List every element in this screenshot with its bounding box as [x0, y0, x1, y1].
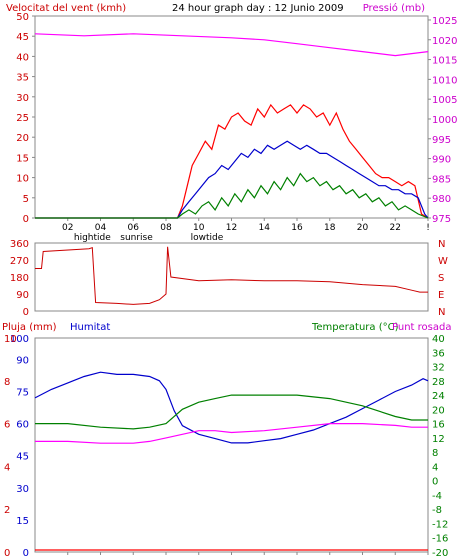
temp-tick-label: 40	[432, 334, 445, 345]
humidity-tick-label: 60	[16, 420, 29, 431]
temp-tick-label: 12	[432, 434, 445, 445]
temp-tick-label: 4	[432, 462, 438, 473]
temp-tick-label: 8	[432, 448, 438, 459]
dir-tick-label: 270	[10, 256, 29, 267]
rain-tick-label: 6	[4, 420, 10, 431]
temp-tick-label: -4	[432, 491, 442, 502]
series-line	[35, 140, 429, 219]
x-tick-label: 22	[390, 223, 401, 233]
y-right-tick-label: 995	[432, 135, 451, 146]
x-tick-label: 02	[62, 223, 73, 233]
rain-tick-label: 4	[4, 462, 10, 473]
y-right-tick-label: 1015	[432, 56, 457, 67]
dir-compass-label: N	[438, 307, 445, 318]
humidity-tick-label: 45	[16, 452, 29, 463]
right-axis-title: Pressió (mb)	[363, 2, 425, 14]
left-axis-title: Velocitat del vent (kmh)	[6, 3, 126, 14]
y-left-tick-label: 15	[16, 153, 29, 164]
y-right-tick-label: 975	[432, 214, 451, 225]
y-left-tick-label: 0	[23, 214, 29, 225]
x-tick-label: 04	[95, 223, 107, 233]
temp-tick-label: 20	[432, 405, 445, 416]
temp-tick-label: -20	[432, 548, 448, 556]
dir-tick-label: 0	[23, 307, 29, 318]
y-left-tick-label: 40	[16, 52, 29, 63]
series-line	[35, 172, 429, 219]
y-left-tick-label: 45	[16, 32, 29, 43]
x-tick-label: 16	[291, 223, 303, 233]
x-tick-label: 06	[128, 223, 140, 233]
x-tick-label: 12	[226, 223, 237, 233]
series-line	[35, 394, 428, 430]
humidity-tick-label: 0	[23, 548, 29, 556]
y-left-tick-label: 10	[16, 174, 29, 185]
y-left-tick-label: 20	[16, 133, 29, 144]
y-right-tick-label: 980	[432, 194, 451, 205]
dir-compass-label: S	[438, 273, 444, 284]
dir-compass-label: N	[438, 239, 445, 250]
annotation-hightide: hightide	[74, 233, 111, 243]
series-line	[34, 33, 429, 57]
x-tick-label: 14	[259, 223, 271, 233]
plot-area	[34, 337, 429, 553]
temp-tick-label: -16	[432, 534, 448, 545]
dir-tick-label: 180	[10, 273, 29, 284]
temp-tick-label: 16	[432, 420, 445, 431]
series-line	[35, 423, 428, 444]
annotation-lowtide: lowtide	[191, 233, 224, 243]
dir-tick-label: 360	[10, 239, 29, 250]
humidity-tick-label: 90	[16, 355, 29, 366]
temp-tick-label: 32	[432, 363, 445, 374]
chart-title: 24 hour graph day : 12 Junio 2009	[172, 3, 344, 14]
temp-tick-label: 24	[432, 391, 445, 402]
humidity-tick-label: 75	[16, 388, 29, 399]
series-line	[34, 371, 429, 444]
temp-tick-label: -12	[432, 519, 448, 530]
humidity-axis-title: Humitat	[70, 322, 110, 333]
wind-pressure-panel: Velocitat del vent (kmh) 24 hour graph da…	[6, 2, 457, 243]
y-left-tick-label: 5	[23, 194, 29, 205]
y-right-tick-label: 1005	[432, 95, 457, 106]
y-left-tick-label: 50	[16, 12, 29, 23]
x-tick-label: 20	[357, 223, 369, 233]
y-right-tick-label: 1020	[432, 36, 457, 47]
y-right-tick-label: 990	[432, 155, 451, 166]
humidity-tick-label: 100	[10, 334, 29, 345]
y-left-tick-label: 30	[16, 93, 29, 104]
x-tick-label: 10	[193, 223, 205, 233]
y-right-tick-label: 985	[432, 174, 451, 185]
temp-tick-label: -8	[432, 505, 442, 516]
dir-compass-label: E	[438, 290, 444, 301]
temp-axis-title: Temperatura (°C)	[311, 322, 399, 333]
direction-line	[35, 246, 428, 305]
temp-humidity-panel: Pluja (mm) Humitat Temperatura (°C)Punt ro…	[2, 322, 451, 556]
x-tick-label: 18	[324, 223, 336, 233]
dir-compass-label: W	[438, 256, 448, 267]
rain-tick-label: 10	[4, 334, 17, 345]
y-right-tick-label: 1025	[432, 16, 457, 27]
humidity-tick-label: 30	[16, 484, 29, 495]
plot-area	[34, 242, 429, 312]
rain-tick-label: 2	[4, 505, 10, 516]
y-left-tick-label: 35	[16, 73, 29, 84]
rain-axis-title: Pluja (mm)	[2, 322, 57, 333]
rain-tick-label: 0	[4, 548, 10, 556]
y-left-tick-label: 25	[16, 113, 29, 124]
y-right-tick-label: 1000	[432, 115, 457, 126]
annotation-sunrise: sunrise	[120, 233, 153, 243]
rain-tick-label: 8	[4, 377, 10, 388]
x-tick-label: 08	[160, 223, 172, 233]
y-right-tick-label: 1010	[432, 75, 457, 86]
series-line	[35, 103, 429, 219]
humidity-tick-label: 15	[16, 516, 29, 527]
x-tick-label: !	[426, 223, 430, 233]
dew-axis-title: Punt rosada	[392, 322, 451, 333]
temp-tick-label: 0	[432, 477, 438, 488]
temp-tick-label: 36	[432, 348, 445, 359]
dir-tick-label: 90	[16, 290, 29, 301]
temp-tick-label: 28	[432, 377, 445, 388]
